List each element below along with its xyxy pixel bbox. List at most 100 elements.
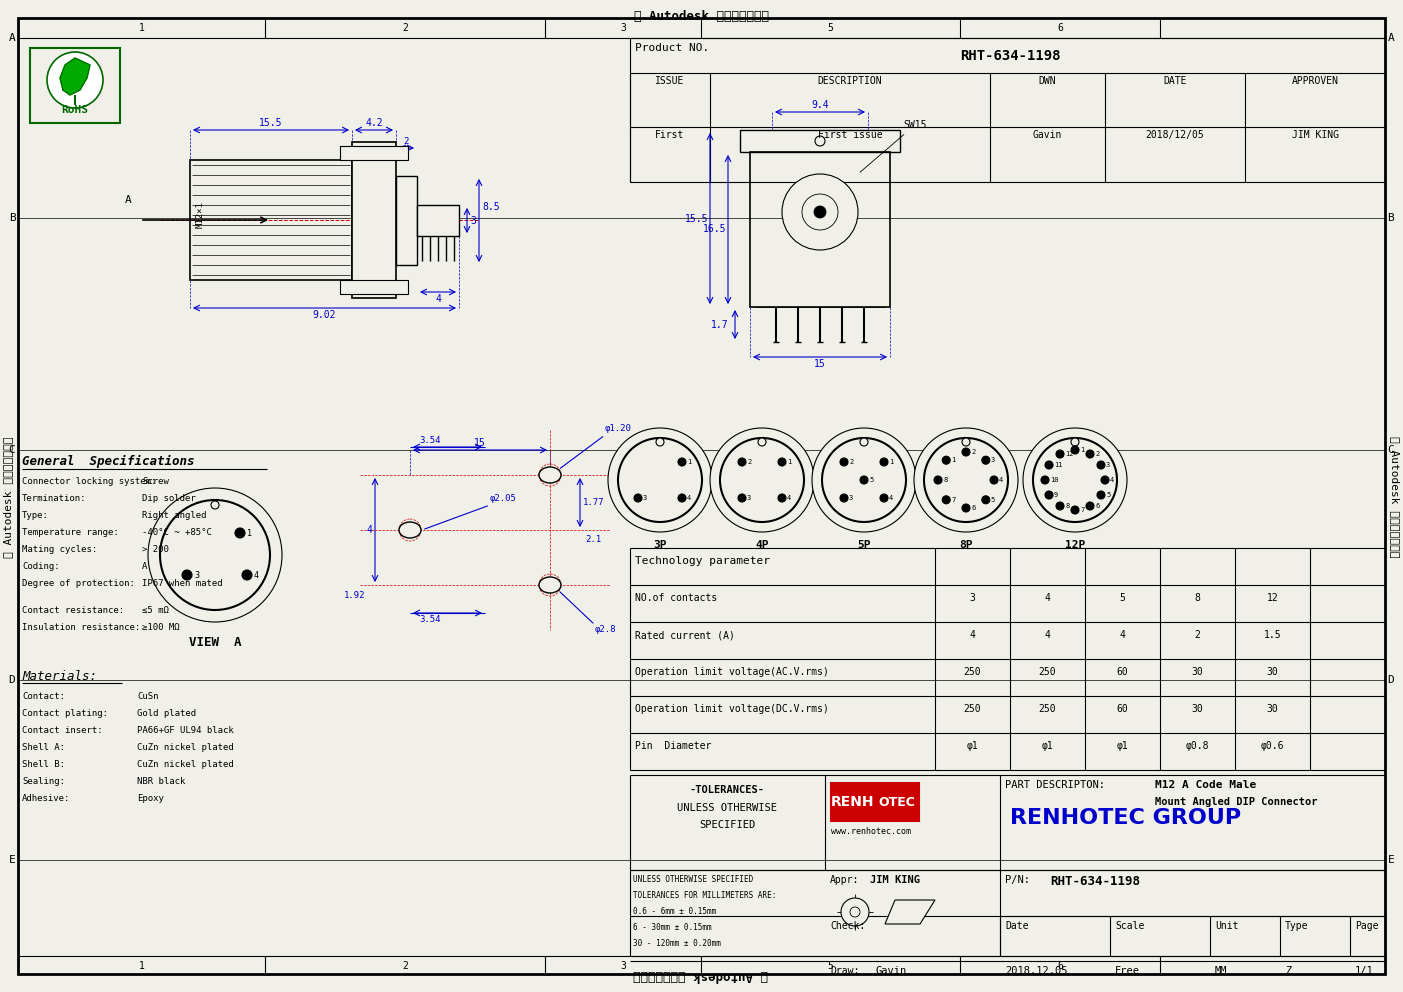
Text: Termination:: Termination: bbox=[22, 494, 87, 503]
Text: Scale: Scale bbox=[1115, 921, 1145, 931]
Text: 1: 1 bbox=[787, 459, 791, 465]
Circle shape bbox=[46, 52, 102, 108]
Text: Screw: Screw bbox=[142, 477, 168, 486]
Text: Check:: Check: bbox=[831, 921, 866, 931]
Circle shape bbox=[962, 504, 969, 512]
Circle shape bbox=[860, 438, 868, 446]
Text: 250: 250 bbox=[1038, 667, 1056, 677]
Text: 4: 4 bbox=[366, 525, 372, 535]
Text: 250: 250 bbox=[964, 667, 981, 677]
Circle shape bbox=[822, 438, 906, 522]
Text: 由 Autodesk 教育版产品制作: 由 Autodesk 教育版产品制作 bbox=[634, 969, 769, 982]
Text: Sealing:: Sealing: bbox=[22, 777, 65, 786]
Text: 2: 2 bbox=[403, 23, 408, 33]
Text: 30: 30 bbox=[1267, 704, 1278, 714]
Polygon shape bbox=[60, 58, 90, 95]
Text: 4: 4 bbox=[890, 495, 894, 501]
Circle shape bbox=[1070, 438, 1079, 446]
Text: 11: 11 bbox=[1054, 462, 1062, 468]
Text: φ1: φ1 bbox=[967, 741, 978, 751]
Text: > 200: > 200 bbox=[142, 545, 168, 554]
Text: 9.4: 9.4 bbox=[811, 100, 829, 110]
Text: PA66+GF UL94 black: PA66+GF UL94 black bbox=[137, 726, 234, 735]
Text: Appr:: Appr: bbox=[831, 875, 860, 885]
Text: Shell A:: Shell A: bbox=[22, 743, 65, 752]
Text: 3: 3 bbox=[849, 495, 853, 501]
Text: M12 A Code Male: M12 A Code Male bbox=[1155, 780, 1256, 790]
Text: 2018.12.05: 2018.12.05 bbox=[1005, 966, 1068, 976]
Circle shape bbox=[678, 458, 686, 466]
Circle shape bbox=[160, 500, 269, 610]
Text: First: First bbox=[655, 130, 685, 140]
Text: 15.5: 15.5 bbox=[685, 213, 709, 223]
Circle shape bbox=[1097, 461, 1106, 469]
Text: RENHOTEC GROUP: RENHOTEC GROUP bbox=[1010, 807, 1242, 827]
Text: φ2.05: φ2.05 bbox=[490, 494, 516, 503]
Text: E: E bbox=[8, 855, 15, 865]
Text: 3: 3 bbox=[620, 961, 626, 971]
Text: 4: 4 bbox=[1120, 630, 1125, 640]
Text: D: D bbox=[8, 675, 15, 685]
Text: Free: Free bbox=[1115, 966, 1141, 976]
Bar bbox=[739, 130, 899, 152]
Text: Temperature range:: Temperature range: bbox=[22, 528, 119, 537]
Text: SPECIFIED: SPECIFIED bbox=[699, 820, 755, 830]
Circle shape bbox=[1056, 502, 1063, 510]
Text: 1.7: 1.7 bbox=[710, 320, 728, 330]
Ellipse shape bbox=[539, 577, 561, 593]
Text: 15: 15 bbox=[814, 359, 826, 369]
Circle shape bbox=[812, 428, 916, 532]
Circle shape bbox=[738, 494, 746, 502]
Text: TOLERANCES FOR MILLIMETERS ARE:: TOLERANCES FOR MILLIMETERS ARE: bbox=[633, 891, 776, 900]
Text: 3: 3 bbox=[1106, 462, 1110, 468]
Text: Operation limit voltage(DC.V.rms): Operation limit voltage(DC.V.rms) bbox=[636, 704, 829, 714]
Text: 5: 5 bbox=[991, 497, 995, 503]
Circle shape bbox=[815, 136, 825, 146]
Text: B: B bbox=[1388, 213, 1395, 223]
Circle shape bbox=[982, 456, 989, 464]
Text: 4: 4 bbox=[435, 294, 441, 304]
Circle shape bbox=[913, 428, 1019, 532]
Text: 9.02: 9.02 bbox=[313, 310, 337, 320]
Text: 1: 1 bbox=[139, 961, 145, 971]
Bar bbox=[396, 176, 417, 265]
Text: 1.5: 1.5 bbox=[1264, 630, 1281, 640]
Text: 3P: 3P bbox=[654, 540, 666, 550]
Text: JIM KING: JIM KING bbox=[870, 875, 920, 885]
Circle shape bbox=[803, 194, 838, 230]
Text: RoHS: RoHS bbox=[62, 105, 88, 115]
Text: First issue: First issue bbox=[818, 130, 882, 140]
Text: Page: Page bbox=[1355, 921, 1379, 931]
Circle shape bbox=[880, 458, 888, 466]
Circle shape bbox=[617, 438, 702, 522]
Text: 3: 3 bbox=[620, 23, 626, 33]
Text: A: A bbox=[8, 33, 15, 43]
Circle shape bbox=[1045, 461, 1054, 469]
Circle shape bbox=[1045, 491, 1054, 499]
Text: φ1: φ1 bbox=[1041, 741, 1054, 751]
Text: 1: 1 bbox=[890, 459, 894, 465]
Circle shape bbox=[779, 458, 786, 466]
Circle shape bbox=[657, 438, 664, 446]
Text: 30: 30 bbox=[1191, 667, 1204, 677]
Text: 4P: 4P bbox=[755, 540, 769, 550]
Circle shape bbox=[678, 494, 686, 502]
Text: UNLESS OTHERWISE: UNLESS OTHERWISE bbox=[678, 803, 777, 813]
Circle shape bbox=[925, 438, 1007, 522]
Text: 1.77: 1.77 bbox=[584, 498, 605, 507]
Text: 0.6 - 6mm ± 0.15mm: 0.6 - 6mm ± 0.15mm bbox=[633, 907, 717, 916]
Circle shape bbox=[1086, 502, 1094, 510]
Text: φ1.20: φ1.20 bbox=[605, 424, 631, 433]
Text: 6 - 30mm ± 0.15mm: 6 - 30mm ± 0.15mm bbox=[633, 923, 711, 932]
Text: Right angled: Right angled bbox=[142, 511, 206, 520]
Circle shape bbox=[1097, 491, 1106, 499]
Text: 2: 2 bbox=[849, 459, 853, 465]
Text: Contact:: Contact: bbox=[22, 692, 65, 701]
Text: DATE: DATE bbox=[1163, 76, 1187, 86]
Text: 2: 2 bbox=[403, 961, 408, 971]
Text: 2: 2 bbox=[1094, 451, 1099, 457]
Text: 3: 3 bbox=[969, 593, 975, 603]
Circle shape bbox=[991, 476, 998, 484]
Bar bbox=[352, 142, 396, 298]
Text: 7: 7 bbox=[951, 497, 955, 503]
